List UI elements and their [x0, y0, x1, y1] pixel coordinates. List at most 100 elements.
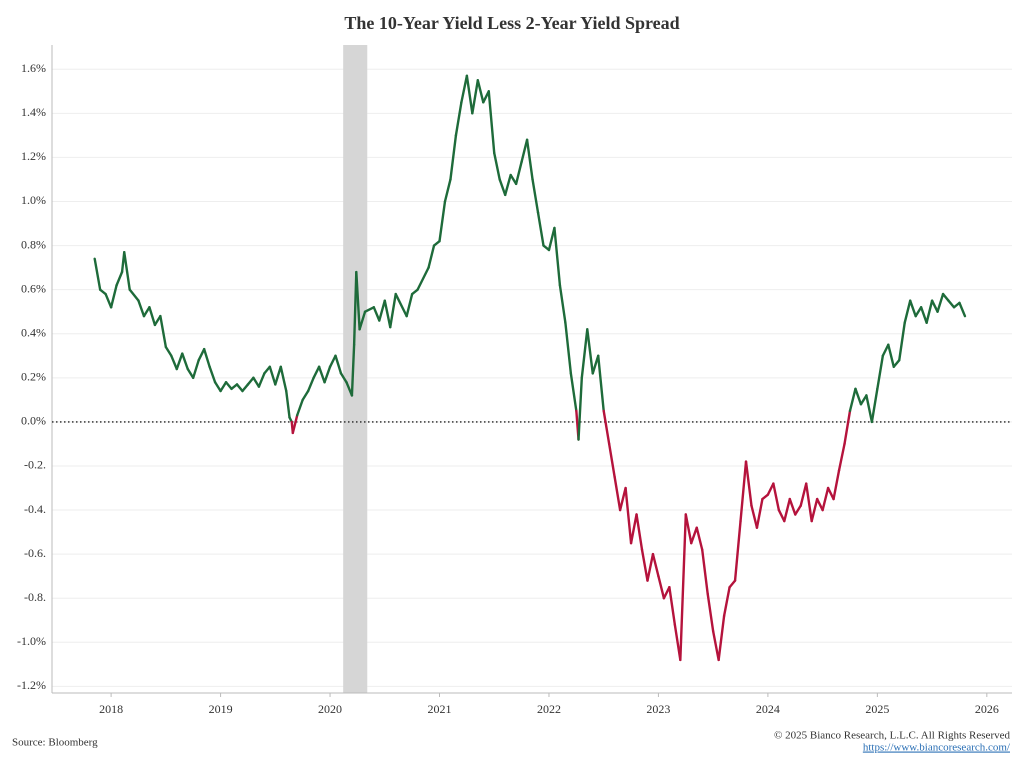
spread-line-segment [164, 345, 173, 357]
spread-line-segment [919, 306, 928, 324]
spread-line-segment [487, 90, 496, 155]
spread-line-segment [170, 354, 178, 371]
spread-line-segment [728, 579, 737, 589]
spread-line-segment [465, 74, 474, 115]
spread-line-segment [460, 74, 469, 104]
spread-line-segment [794, 504, 802, 516]
spread-line-segment [291, 414, 299, 435]
spread-line-segment [476, 79, 485, 104]
y-tick-label: -1.0% [17, 634, 46, 648]
spread-line-segment [564, 321, 573, 375]
spread-line-segment [558, 284, 567, 324]
spread-line-segment [192, 358, 200, 380]
spread-line-segment [788, 497, 797, 516]
spread-line-segment [810, 497, 819, 523]
spread-line-segment [274, 365, 282, 386]
spread-line-segment [772, 482, 781, 512]
spread-line-segment [848, 387, 857, 413]
spread-line-segment [914, 306, 923, 318]
spread-line-segment [186, 367, 195, 380]
spread-line-segment [372, 306, 381, 322]
spread-line-segment [355, 270, 361, 331]
spread-line-segment [363, 306, 376, 313]
spread-line-segment [104, 292, 113, 309]
spread-line-segment [941, 292, 950, 302]
spread-line-segment [317, 365, 326, 384]
spread-line-segment [876, 354, 885, 391]
spread-line-segment [213, 381, 222, 393]
spread-line-segment [577, 376, 584, 441]
spread-line-segment [454, 101, 463, 137]
spread-line-segment [766, 482, 775, 496]
spread-line-segment [958, 301, 967, 318]
spread-line-segment [586, 328, 594, 375]
spread-line-segment [750, 504, 759, 529]
spread-line-segment [635, 513, 644, 551]
spread-line-segment [159, 314, 168, 349]
y-tick-label: -0.8. [24, 590, 46, 604]
spread-line-segment [547, 226, 556, 252]
spread-line-segment [383, 299, 392, 329]
spread-line-segment [684, 513, 693, 545]
spread-line-segment [312, 365, 321, 380]
spread-line-segment [503, 173, 512, 197]
spread-line-segment [881, 343, 890, 357]
spread-line-segment [618, 486, 627, 512]
spread-line-segment [580, 328, 589, 380]
spread-line-segment [898, 321, 906, 362]
spread-line-segment [334, 354, 343, 375]
spread-line-segment [115, 270, 124, 287]
spread-line-segment [301, 389, 310, 402]
x-tick-label: 2022 [537, 702, 561, 716]
spread-line-segment [777, 508, 786, 523]
spread-line-segment [733, 519, 742, 582]
spread-line-segment [865, 394, 874, 424]
spread-line-segment [109, 284, 118, 309]
spread-line-segment [285, 389, 291, 419]
spread-line-segment [208, 365, 217, 384]
spread-line-segment [701, 548, 709, 596]
spread-line-segment [821, 486, 830, 512]
spread-line-segment [843, 409, 852, 446]
spread-line-segment [887, 343, 895, 368]
spread-line-segment [235, 383, 244, 393]
spread-line-segment [493, 151, 501, 181]
spread-line-segment [175, 352, 184, 371]
y-tick-label: 1.4% [21, 105, 46, 119]
x-tick-label: 2026 [975, 702, 999, 716]
spread-line-segment [427, 244, 436, 269]
spread-line-segment [358, 310, 367, 331]
spread-line-segment [148, 306, 157, 327]
spread-line-segment [651, 552, 660, 578]
spread-line-segment [739, 460, 748, 523]
spread-line-segment [498, 178, 507, 197]
spread-line-segment [202, 347, 211, 368]
spread-line-segment [755, 497, 764, 529]
spread-line-segment [123, 250, 131, 291]
spread-line-segment [657, 574, 666, 600]
y-tick-label: 1.2% [21, 149, 46, 163]
y-tick-label: -0.4. [24, 502, 46, 516]
spread-line-segment [219, 381, 228, 393]
spread-line-segment [706, 592, 715, 633]
spread-line-segment [525, 138, 534, 181]
spread-line-segment [826, 486, 835, 501]
source: Source: Bloomberg [12, 737, 98, 749]
spread-line-segment [471, 79, 480, 115]
spread-line-segment [328, 354, 337, 368]
spread-line-segment [350, 343, 356, 397]
spread-line-segment [93, 257, 102, 291]
link[interactable]: https://www.biancoresearch.com/ [863, 742, 1011, 754]
y-tick-label: -1.2% [17, 678, 46, 692]
spread-line-segment [137, 299, 146, 318]
spread-line-segment [629, 513, 638, 545]
spread-line-segment [837, 442, 846, 472]
spread-line-segment [832, 469, 841, 501]
spread-line-segment [536, 211, 545, 247]
x-tick-label: 2018 [99, 702, 123, 716]
spread-line-segment [181, 352, 189, 371]
spread-line-segment [339, 372, 348, 384]
spread-line-segment [722, 586, 731, 618]
spread-line-segment [646, 552, 655, 582]
